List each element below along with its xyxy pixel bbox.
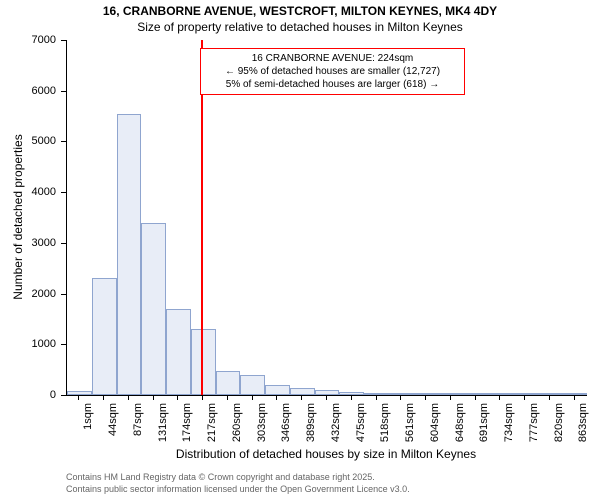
- chart-title-line1: 16, CRANBORNE AVENUE, WESTCROFT, MILTON …: [0, 4, 600, 18]
- bar: [92, 278, 117, 395]
- x-tick-label: 346sqm: [280, 403, 292, 442]
- bar: [141, 223, 166, 395]
- bar: [240, 375, 265, 395]
- footnote: Contains HM Land Registry data © Crown c…: [66, 472, 410, 495]
- y-tick-mark: [61, 141, 66, 142]
- annotation-box: 16 CRANBORNE AVENUE: 224sqm ← 95% of det…: [200, 48, 465, 95]
- x-tick-mark: [475, 395, 476, 400]
- y-tick-mark: [61, 395, 66, 396]
- x-tick-mark: [153, 395, 154, 400]
- chart-container: { "chart": { "type": "histogram", "title…: [0, 0, 600, 500]
- bar: [265, 385, 290, 395]
- x-tick-label: 648sqm: [454, 403, 466, 442]
- bar: [67, 391, 92, 395]
- bar: [191, 329, 216, 395]
- footnote-line1: Contains HM Land Registry data © Crown c…: [66, 472, 410, 484]
- x-tick-mark: [376, 395, 377, 400]
- y-tick-label: 5000: [0, 135, 56, 147]
- x-tick-label: 1sqm: [82, 403, 94, 430]
- x-tick-label: 432sqm: [330, 403, 342, 442]
- x-tick-label: 131sqm: [157, 403, 169, 442]
- chart-title-line2: Size of property relative to detached ho…: [0, 20, 600, 34]
- y-tick-mark: [61, 40, 66, 41]
- x-tick-mark: [326, 395, 327, 400]
- x-tick-label: 475sqm: [355, 403, 367, 442]
- y-tick-mark: [61, 192, 66, 193]
- y-tick-label: 3000: [0, 237, 56, 249]
- annotation-line1: 16 CRANBORNE AVENUE: 224sqm: [207, 52, 458, 65]
- y-tick-mark: [61, 243, 66, 244]
- x-tick-mark: [227, 395, 228, 400]
- bar: [290, 388, 315, 395]
- x-tick-mark: [351, 395, 352, 400]
- x-tick-mark: [425, 395, 426, 400]
- x-tick-mark: [499, 395, 500, 400]
- x-tick-mark: [202, 395, 203, 400]
- x-tick-label: 734sqm: [503, 403, 515, 442]
- annotation-line3: 5% of semi-detached houses are larger (6…: [207, 78, 458, 91]
- x-tick-mark: [450, 395, 451, 400]
- x-tick-label: 174sqm: [181, 403, 193, 442]
- bar: [537, 393, 562, 395]
- x-tick-label: 604sqm: [429, 403, 441, 442]
- y-tick-label: 7000: [0, 34, 56, 46]
- x-tick-label: 217sqm: [206, 403, 218, 442]
- x-tick-label: 260sqm: [231, 403, 243, 442]
- y-tick-mark: [61, 91, 66, 92]
- y-tick-label: 4000: [0, 186, 56, 198]
- x-tick-mark: [574, 395, 575, 400]
- x-tick-mark: [276, 395, 277, 400]
- bar: [166, 309, 191, 395]
- x-tick-label: 87sqm: [132, 403, 144, 436]
- x-tick-label: 561sqm: [404, 403, 416, 442]
- x-tick-mark: [549, 395, 550, 400]
- bar: [364, 393, 389, 395]
- x-tick-label: 303sqm: [256, 403, 268, 442]
- x-tick-mark: [400, 395, 401, 400]
- x-tick-mark: [128, 395, 129, 400]
- x-tick-mark: [524, 395, 525, 400]
- y-tick-label: 1000: [0, 338, 56, 350]
- bar: [117, 114, 142, 395]
- x-tick-label: 863sqm: [578, 403, 590, 442]
- x-tick-mark: [78, 395, 79, 400]
- footnote-line2: Contains public sector information licen…: [66, 484, 410, 496]
- x-tick-mark: [177, 395, 178, 400]
- y-tick-mark: [61, 294, 66, 295]
- bar: [216, 371, 241, 395]
- y-tick-label: 2000: [0, 288, 56, 300]
- x-tick-label: 691sqm: [479, 403, 491, 442]
- annotation-line2: ← 95% of detached houses are smaller (12…: [207, 65, 458, 78]
- bar: [562, 393, 587, 395]
- y-tick-label: 6000: [0, 85, 56, 97]
- bar: [438, 393, 463, 395]
- x-tick-label: 44sqm: [107, 403, 119, 436]
- bar: [463, 393, 488, 395]
- x-tick-label: 389sqm: [305, 403, 317, 442]
- x-tick-label: 820sqm: [553, 403, 565, 442]
- y-tick-mark: [61, 344, 66, 345]
- x-tick-mark: [103, 395, 104, 400]
- x-tick-mark: [301, 395, 302, 400]
- x-axis-label: Distribution of detached houses by size …: [66, 447, 586, 461]
- y-tick-label: 0: [0, 389, 56, 401]
- x-tick-label: 518sqm: [380, 403, 392, 442]
- x-tick-label: 777sqm: [528, 403, 540, 442]
- x-tick-mark: [252, 395, 253, 400]
- bar: [339, 392, 364, 395]
